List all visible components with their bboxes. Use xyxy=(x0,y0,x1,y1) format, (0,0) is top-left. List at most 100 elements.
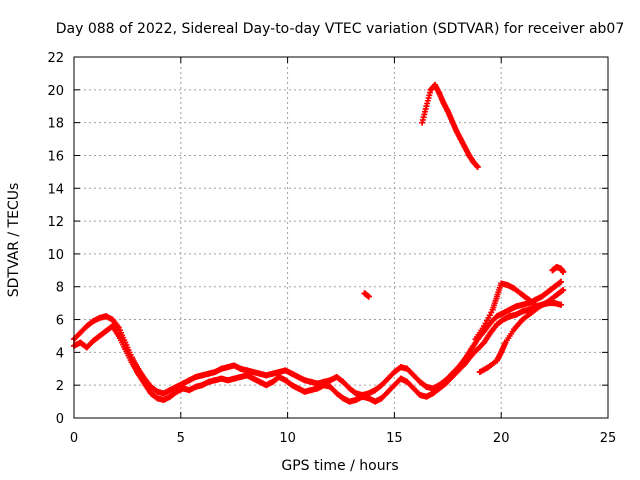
data-point xyxy=(288,370,295,377)
data-point xyxy=(474,163,481,170)
y-tick-label: 12 xyxy=(47,215,64,230)
data-point xyxy=(498,280,505,287)
data-point xyxy=(301,388,308,395)
series-isolated-13-7 xyxy=(361,290,372,300)
data-point xyxy=(167,393,174,400)
data-point xyxy=(536,303,543,310)
data-point xyxy=(397,375,404,382)
data-point xyxy=(361,290,368,297)
data-point xyxy=(481,323,488,330)
data-point xyxy=(461,144,468,151)
series-layer xyxy=(71,81,567,405)
data-point xyxy=(115,324,122,331)
x-axis-label: GPS time / hours xyxy=(281,458,398,474)
y-tick-label: 10 xyxy=(47,248,64,263)
data-point xyxy=(455,367,462,374)
data-point xyxy=(160,396,167,403)
data-point xyxy=(256,378,263,385)
data-point xyxy=(269,370,276,377)
x-tick-label: 25 xyxy=(600,431,617,446)
data-point xyxy=(457,136,464,143)
data-point xyxy=(295,385,302,392)
series-peak-19-21 xyxy=(472,280,539,343)
data-point xyxy=(218,365,225,372)
data-point xyxy=(493,321,500,328)
data-point xyxy=(320,382,327,389)
data-point xyxy=(352,396,359,403)
data-point xyxy=(128,359,135,366)
data-point xyxy=(231,362,238,369)
data-point xyxy=(333,373,340,380)
y-tick-label: 22 xyxy=(47,51,64,66)
data-point xyxy=(436,385,443,392)
y-tick-label: 0 xyxy=(56,412,64,427)
data-point xyxy=(77,329,84,336)
data-point xyxy=(493,357,500,364)
data-point xyxy=(560,268,567,275)
data-point xyxy=(205,378,212,385)
data-point xyxy=(427,86,434,93)
data-point xyxy=(179,385,186,392)
data-point xyxy=(244,372,251,379)
data-point xyxy=(502,339,509,346)
data-point xyxy=(470,159,477,166)
data-point xyxy=(506,306,513,313)
data-point xyxy=(250,375,257,382)
data-point xyxy=(423,383,430,390)
data-point xyxy=(365,395,372,402)
data-point xyxy=(154,388,161,395)
data-point xyxy=(205,370,212,377)
data-point xyxy=(461,360,468,367)
data-point xyxy=(489,306,496,313)
data-point xyxy=(410,385,417,392)
data-point xyxy=(429,390,436,397)
data-point xyxy=(423,393,430,400)
data-point xyxy=(506,313,513,320)
data-point xyxy=(558,265,565,272)
data-point xyxy=(346,398,353,405)
data-point xyxy=(472,336,479,343)
data-point xyxy=(282,367,289,374)
data-point xyxy=(308,378,315,385)
data-point xyxy=(485,364,492,371)
data-point xyxy=(122,346,129,353)
data-point xyxy=(417,392,424,399)
data-point xyxy=(560,287,567,294)
data-point xyxy=(431,81,438,88)
data-point xyxy=(218,375,225,382)
data-point xyxy=(493,293,500,300)
data-point xyxy=(519,308,526,315)
data-point xyxy=(295,373,302,380)
data-point xyxy=(551,300,558,307)
data-point xyxy=(519,291,526,298)
data-point xyxy=(96,314,103,321)
data-point xyxy=(276,373,283,380)
data-point xyxy=(83,323,90,330)
data-point xyxy=(250,369,257,376)
data-point xyxy=(333,390,340,397)
data-point xyxy=(466,152,473,159)
data-point xyxy=(391,369,398,376)
data-point xyxy=(186,387,193,394)
data-point xyxy=(282,377,289,384)
data-point xyxy=(553,291,560,298)
data-point xyxy=(224,377,231,384)
data-point xyxy=(160,390,167,397)
data-point xyxy=(109,323,116,330)
data-point xyxy=(468,346,475,353)
data-point xyxy=(365,293,372,300)
data-point xyxy=(263,382,270,389)
data-point xyxy=(340,378,347,385)
data-point xyxy=(419,119,426,126)
data-point xyxy=(442,380,449,387)
data-point xyxy=(532,301,539,308)
y-tick-label: 6 xyxy=(56,314,64,329)
data-point xyxy=(90,337,97,344)
data-point xyxy=(404,365,411,372)
data-point xyxy=(513,303,520,310)
y-tick-label: 16 xyxy=(47,149,64,164)
data-point xyxy=(186,377,193,384)
x-tick-label: 20 xyxy=(493,431,510,446)
data-point xyxy=(211,369,218,376)
